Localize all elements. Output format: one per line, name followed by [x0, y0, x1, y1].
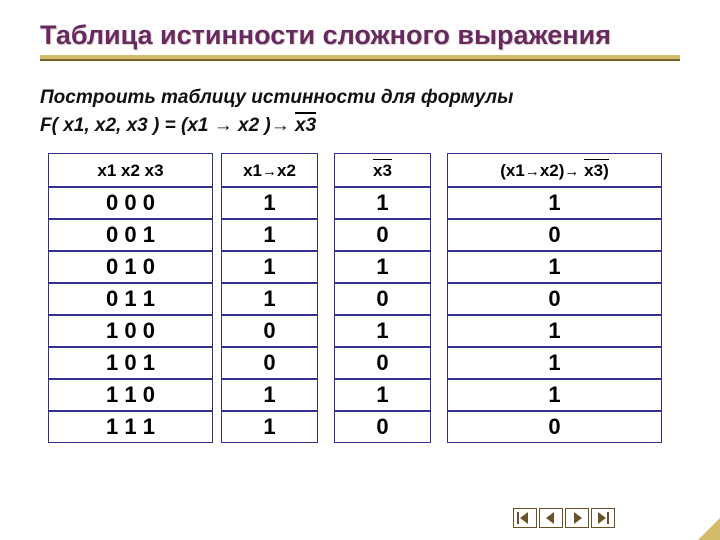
title-underline	[40, 55, 680, 59]
table-cell: 1	[334, 187, 431, 219]
table-cell: 0	[334, 411, 431, 443]
table-cell: 0	[334, 347, 431, 379]
table-cell: 1	[221, 379, 318, 411]
table-row: 1 0 0011	[40, 315, 670, 347]
table-cell: 1	[334, 379, 431, 411]
table-cell: 0 1 0	[48, 251, 213, 283]
table-cell: 1 1 0	[48, 379, 213, 411]
nav-first-button[interactable]	[513, 508, 537, 528]
subtitle: Построить таблицу истинности для формулы	[40, 87, 680, 109]
table-cell: 0	[221, 315, 318, 347]
table-cell: x1 x2 x3	[48, 153, 213, 187]
nav-last-button[interactable]	[591, 508, 615, 528]
page-title: Таблица истинности сложного выражения	[40, 20, 680, 51]
table-cell: 1	[221, 411, 318, 443]
table-row: 1 1 1100	[40, 411, 670, 443]
table-cell: 1	[221, 187, 318, 219]
table-cell: 0	[447, 219, 662, 251]
table-cell: 0 1 1	[48, 283, 213, 315]
table-row: 1 0 1001	[40, 347, 670, 379]
table-cell: 1	[447, 251, 662, 283]
table-cell: x1→x2	[221, 153, 318, 187]
table-cell: 0	[447, 411, 662, 443]
table-row: 0 0 1100	[40, 219, 670, 251]
table-cell: (x1→x2)→ x3)	[447, 153, 662, 187]
table-cell: 0	[221, 347, 318, 379]
table-cell: 1	[221, 283, 318, 315]
table-cell: 1 0 0	[48, 315, 213, 347]
formula: F( x1, x2, x3 ) = (x1 → x2 )→ x3	[40, 115, 680, 137]
table-cell: 0 0 1	[48, 219, 213, 251]
table-cell: 1	[221, 251, 318, 283]
table-row: 0 1 0111	[40, 251, 670, 283]
table-cell: 1	[447, 315, 662, 347]
corner-decoration	[698, 518, 720, 540]
nav-controls	[513, 508, 615, 528]
table-cell: 1 1 1	[48, 411, 213, 443]
table-cell: 1	[221, 219, 318, 251]
table-cell: 1	[334, 251, 431, 283]
nav-next-button[interactable]	[565, 508, 589, 528]
table-row: 0 0 0111	[40, 187, 670, 219]
truth-table: x1 x2 x3x1→x2x3(x1→x2)→ x3)0 0 01110 0 1…	[40, 153, 680, 443]
table-cell: 0	[334, 283, 431, 315]
table-cell: 0 0 0	[48, 187, 213, 219]
nav-prev-button[interactable]	[539, 508, 563, 528]
table-cell: x3	[334, 153, 431, 187]
table-row: 1 1 0111	[40, 379, 670, 411]
table-cell: 0	[334, 219, 431, 251]
table-cell: 0	[447, 283, 662, 315]
table-cell: 1	[334, 315, 431, 347]
table-cell: 1	[447, 347, 662, 379]
table-cell: 1	[447, 187, 662, 219]
table-cell: 1 0 1	[48, 347, 213, 379]
table-row: 0 1 1100	[40, 283, 670, 315]
table-cell: 1	[447, 379, 662, 411]
